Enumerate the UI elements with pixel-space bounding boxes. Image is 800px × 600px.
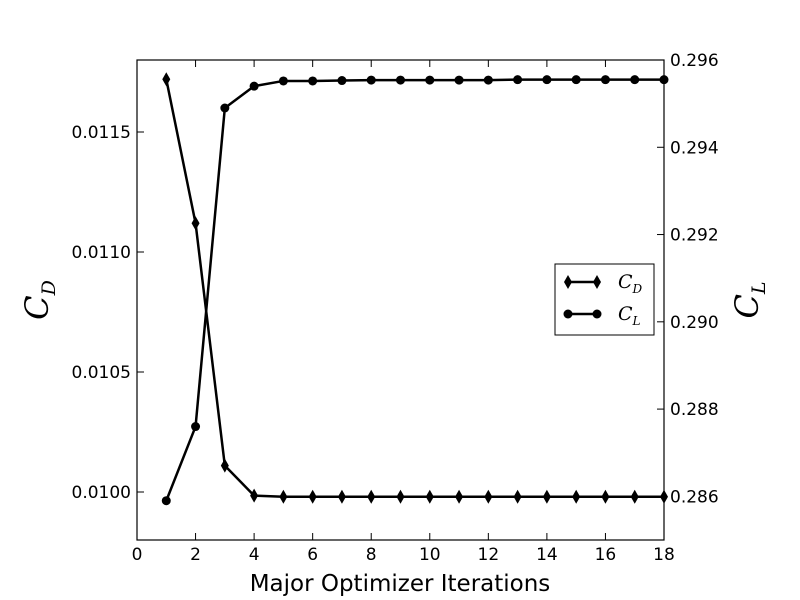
legend-marker-cd-right xyxy=(593,275,601,289)
y-right-tick-label-0.296: 0.296 xyxy=(670,51,719,71)
legend-label-cl: CL xyxy=(618,303,641,328)
legend-marker-cd-left xyxy=(564,275,572,289)
y-axis-label-right-sub: L xyxy=(748,281,770,295)
point-cd-7 xyxy=(337,489,346,504)
point-cd-8 xyxy=(367,489,376,504)
tick-marks xyxy=(136,59,665,540)
y-axis-label-left-sub: D xyxy=(38,280,60,296)
point-cl-18 xyxy=(659,75,669,85)
x-tick-label-6: 6 xyxy=(307,545,318,565)
point-cl-6 xyxy=(308,76,318,86)
legend-entry-cd: CD xyxy=(564,271,643,296)
x-tick-label-8: 8 xyxy=(366,545,377,565)
point-cd-18 xyxy=(660,489,668,504)
plot-area xyxy=(136,59,665,541)
y-axis-label-right: CL xyxy=(728,281,770,318)
point-cd-9 xyxy=(396,489,405,504)
y-right-tick-label-0.290: 0.290 xyxy=(670,313,719,333)
y-right-tick-label-0.292: 0.292 xyxy=(670,226,719,246)
y-left-tick-label-0.0110: 0.0110 xyxy=(72,243,131,263)
tick-labels: 0 2 4 6 8 10 12 14 16 18 0.0100 0.0105 0.0110 0.0115 0… xyxy=(72,51,719,565)
point-cl-15 xyxy=(571,75,581,85)
point-cl-2 xyxy=(191,422,201,432)
y-right-tick-label-0.286: 0.286 xyxy=(670,487,719,507)
point-cl-14 xyxy=(542,75,552,85)
point-cd-14 xyxy=(542,489,551,504)
point-cd-11 xyxy=(455,489,464,504)
point-cd-10 xyxy=(425,489,434,504)
y-left-tick-label-0.0115: 0.0115 xyxy=(72,123,131,143)
y-right-tick-label-0.288: 0.288 xyxy=(670,400,719,420)
x-tick-label-16: 16 xyxy=(595,545,617,565)
point-cd-17 xyxy=(630,489,639,504)
point-cl-7 xyxy=(337,76,347,86)
series-line-cd xyxy=(165,78,664,499)
x-axis-label: Major Optimizer Iterations xyxy=(250,571,551,597)
legend-box xyxy=(554,263,655,336)
point-cd-13 xyxy=(513,489,522,504)
series-line-cl xyxy=(165,78,664,502)
y-left-tick-label-0.0105: 0.0105 xyxy=(72,363,131,383)
point-cl-9 xyxy=(396,75,405,85)
y-axis-label-left-base: C xyxy=(18,295,56,319)
y-left-tick-label-0.0100: 0.0100 xyxy=(72,483,131,503)
legend-label-cd: CD xyxy=(618,271,643,296)
y-axis-label-left: CD xyxy=(18,280,60,320)
legend-marker-cl-left xyxy=(563,309,573,319)
point-cl-11 xyxy=(454,75,464,85)
point-cl-4 xyxy=(249,81,259,91)
x-tick-label-14: 14 xyxy=(536,545,558,565)
point-cl-8 xyxy=(366,75,376,85)
point-cl-13 xyxy=(513,75,523,85)
point-cd-2 xyxy=(191,216,200,231)
point-cd-3 xyxy=(220,458,229,473)
legend: CD CL xyxy=(554,263,655,336)
legend-entry-cl: CL xyxy=(563,303,641,328)
point-cl-3 xyxy=(220,103,230,113)
x-tick-label-2: 2 xyxy=(190,545,201,565)
x-tick-label-4: 4 xyxy=(249,545,260,565)
x-tick-label-0: 0 xyxy=(132,545,143,565)
point-cd-4 xyxy=(250,488,259,503)
x-tick-label-10: 10 xyxy=(419,545,441,565)
point-cl-16 xyxy=(600,75,610,85)
y-axis-label-right-base: C xyxy=(728,294,766,318)
point-cd-15 xyxy=(572,489,581,504)
point-cl-17 xyxy=(630,75,640,85)
point-cl-1 xyxy=(161,496,171,506)
legend-marker-cl-right xyxy=(592,309,602,319)
x-tick-label-12: 12 xyxy=(478,545,500,565)
point-cl-5 xyxy=(278,76,288,86)
series-markers xyxy=(161,72,669,506)
point-cd-5 xyxy=(279,489,288,504)
point-cd-6 xyxy=(308,489,317,504)
point-cd-1 xyxy=(162,72,171,87)
series-lines xyxy=(165,78,664,502)
y-right-tick-label-0.294: 0.294 xyxy=(670,138,719,158)
point-cd-12 xyxy=(484,489,493,504)
point-cl-10 xyxy=(425,75,435,85)
x-tick-label-18: 18 xyxy=(653,545,675,565)
point-cl-12 xyxy=(483,75,493,85)
point-cd-16 xyxy=(601,489,610,504)
